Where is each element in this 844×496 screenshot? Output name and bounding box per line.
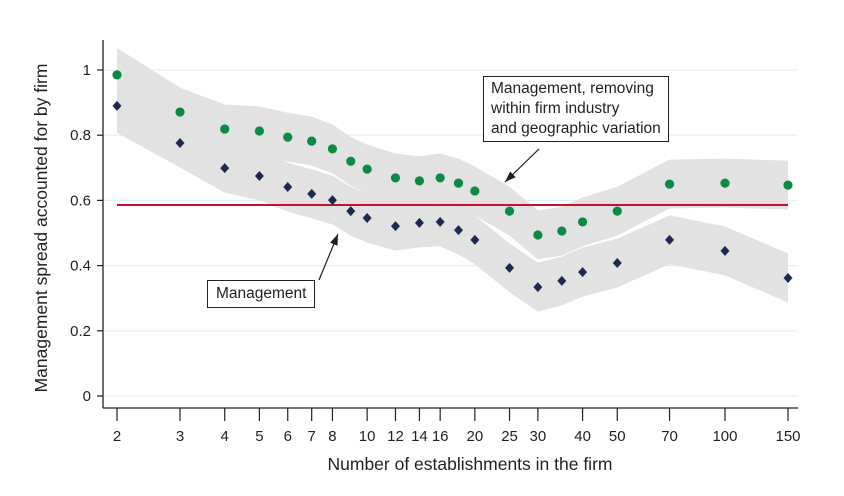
data-point-circle xyxy=(327,144,338,154)
y-axis-title: Management spread accounted for by firm xyxy=(31,64,51,393)
data-point-diamond xyxy=(112,100,122,111)
data-point-diamond xyxy=(578,267,588,278)
x-tick-label: 70 xyxy=(661,428,678,445)
data-point-diamond xyxy=(362,213,372,224)
x-tick-label: 8 xyxy=(328,428,336,445)
x-tick-label: 4 xyxy=(221,428,229,445)
data-point-diamond xyxy=(327,195,337,206)
x-tick-label: 12 xyxy=(387,428,404,445)
data-point-diamond xyxy=(175,138,185,149)
data-point-diamond xyxy=(612,257,622,268)
x-tick-label: 25 xyxy=(501,428,518,445)
confidence-band xyxy=(117,47,788,260)
data-point-diamond xyxy=(783,272,793,283)
data-point-circle xyxy=(557,226,567,236)
y-tick-label: 0 xyxy=(83,388,91,405)
annotation-arrows xyxy=(318,148,540,281)
data-point-diamond xyxy=(720,245,730,256)
data-point-diamond xyxy=(557,275,567,286)
data-point-diamond xyxy=(390,221,400,232)
data-point-circle xyxy=(470,186,480,196)
data-point-circle xyxy=(175,107,185,117)
data-point-circle xyxy=(435,173,445,183)
data-point-circle xyxy=(414,176,425,186)
data-point-diamond xyxy=(283,182,293,193)
data-point-circle xyxy=(612,206,622,216)
annotation-management: Management xyxy=(207,280,316,308)
axes: 00.20.40.60.812 3 4 5 6 7 8 10 12 14 16 20 25 30 40 50 7… xyxy=(70,40,801,445)
data-point-circle xyxy=(504,206,515,216)
data-point-diamond xyxy=(346,206,356,217)
data-point-diamond xyxy=(254,170,264,181)
data-point-diamond xyxy=(665,234,675,245)
data-point-circle xyxy=(346,156,356,166)
data-point-circle xyxy=(112,70,122,80)
x-tick-label: 6 xyxy=(284,428,292,445)
x-tick-label: 150 xyxy=(775,428,800,445)
y-tick-label: 0.2 xyxy=(70,323,91,340)
x-tick-label: 50 xyxy=(609,428,626,445)
data-point-circle xyxy=(577,217,588,227)
arrow-head xyxy=(505,171,516,182)
y-tick-label: 0.6 xyxy=(70,192,91,209)
x-axis-title: Number of establishments in the firm xyxy=(328,454,613,474)
data-point-diamond xyxy=(414,217,424,228)
data-point-circle xyxy=(220,124,230,134)
data-point-diamond xyxy=(505,262,515,273)
y-tick-label: 0.4 xyxy=(70,258,91,275)
x-tick-label: 14 xyxy=(411,428,428,445)
data-point-circle xyxy=(720,178,730,188)
y-tick-label: 0.8 xyxy=(70,127,91,144)
data-points xyxy=(112,70,793,293)
x-tick-label: 2 xyxy=(113,428,121,445)
annotation-line: Management xyxy=(216,285,307,302)
annotation-line: within firm industry xyxy=(491,100,620,117)
x-tick-label: 10 xyxy=(359,428,376,445)
data-point-circle xyxy=(533,230,543,240)
data-point-circle xyxy=(283,132,293,142)
data-point-circle xyxy=(254,126,265,136)
data-point-circle xyxy=(783,180,793,190)
data-point-circle xyxy=(390,173,401,183)
data-point-circle xyxy=(362,164,372,174)
x-tick-label: 5 xyxy=(255,428,263,445)
x-tick-label: 20 xyxy=(467,428,484,445)
x-tick-label: 3 xyxy=(176,428,184,445)
annotation-removing-variation: Management, removing within firm industr… xyxy=(483,76,669,142)
data-point-diamond xyxy=(470,234,480,245)
x-tick-label: 40 xyxy=(574,428,591,445)
data-point-circle xyxy=(664,179,675,189)
annotation-line: Management, removing xyxy=(491,80,654,97)
x-tick-label: 30 xyxy=(530,428,547,445)
x-tick-label: 100 xyxy=(712,428,737,445)
data-point-diamond xyxy=(435,216,445,227)
data-point-diamond xyxy=(307,188,317,199)
confidence-band xyxy=(117,78,788,312)
data-point-circle xyxy=(453,178,464,188)
arrow-head xyxy=(330,234,338,246)
x-tick-label: 7 xyxy=(308,428,316,445)
y-tick-label: 1 xyxy=(83,62,91,79)
x-tick-label: 16 xyxy=(432,428,449,445)
data-point-diamond xyxy=(220,163,230,174)
data-point-diamond xyxy=(453,225,463,236)
data-point-circle xyxy=(307,136,317,146)
data-point-diamond xyxy=(533,282,543,293)
annotation-line: and geographic variation xyxy=(491,120,661,137)
confidence-bands xyxy=(117,47,788,312)
